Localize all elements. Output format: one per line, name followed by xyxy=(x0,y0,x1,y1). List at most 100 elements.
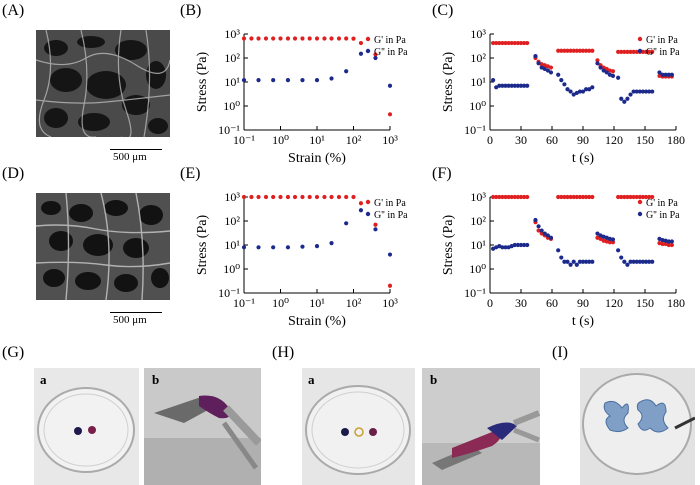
data-point-g-prime xyxy=(625,194,630,200)
data-point-g-prime xyxy=(515,194,520,200)
scale-bar-a xyxy=(110,149,162,150)
y-tick-label: 10⁰ xyxy=(469,99,486,113)
data-point-g-double-prime xyxy=(512,242,517,248)
legend-marker xyxy=(365,211,371,217)
legend-marker xyxy=(637,211,643,217)
data-point-g-prime xyxy=(307,194,312,200)
data-point-g-double-prime xyxy=(548,70,554,75)
data-point-g-double-prime xyxy=(640,259,646,264)
data-point-g-double-prime xyxy=(625,96,630,101)
data-point-g-double-prime xyxy=(542,231,547,236)
x-tick-label: 0 xyxy=(487,296,493,310)
data-point-g-prime xyxy=(373,222,378,227)
x-tick-label: 10⁰ xyxy=(272,296,289,310)
data-point-g-prime xyxy=(525,194,530,200)
chart-c: 10⁻¹ 10⁰ 10¹ 10² 10³ 0 30 60 90 120 150 180 Stress (… xyxy=(441,28,685,166)
x-tick-label: 90 xyxy=(577,133,589,147)
data-point-g-prime xyxy=(565,194,570,200)
data-point-g-double-prime xyxy=(494,85,499,90)
data-point-g-prime xyxy=(580,48,586,53)
data-point-g-double-prime xyxy=(545,233,550,238)
data-point-g-prime xyxy=(574,48,579,53)
data-point-g-prime xyxy=(491,40,496,46)
data-point-g-double-prime xyxy=(562,259,567,264)
data-point-g-double-prime xyxy=(622,259,627,264)
y-axis-label: Stress (Pa) xyxy=(441,215,456,276)
data-point-g-double-prime xyxy=(500,83,505,88)
data-point-g-prime xyxy=(373,52,378,57)
data-point-g-prime xyxy=(503,194,508,200)
data-point-g-double-prime xyxy=(503,245,508,250)
x-tick-label: 10¹ xyxy=(309,133,325,147)
data-point-g-prime xyxy=(387,112,393,117)
data-point-g-prime xyxy=(643,49,649,54)
legend-label: G' in Pa xyxy=(374,198,406,209)
data-point-g-prime xyxy=(559,48,564,53)
data-point-g-prime xyxy=(278,36,283,41)
x-tick-label: 120 xyxy=(605,133,623,147)
data-point-g-double-prime xyxy=(598,65,603,70)
data-point-g-prime xyxy=(351,36,356,41)
data-point-g-prime xyxy=(256,194,261,200)
data-point-g-prime xyxy=(595,58,600,63)
y-tick-label: 10² xyxy=(470,214,486,228)
data-point-g-double-prime xyxy=(637,259,642,264)
data-point-g-prime xyxy=(351,194,356,200)
data-point-g-prime xyxy=(669,242,674,248)
data-point-g-double-prime xyxy=(300,77,305,83)
data-point-g-double-prime xyxy=(536,224,541,229)
data-point-g-prime xyxy=(292,36,298,41)
data-point-g-prime xyxy=(565,48,570,53)
data-point-g-prime xyxy=(497,40,502,46)
data-point-g-prime xyxy=(539,231,544,236)
data-point-g-double-prime xyxy=(387,83,393,88)
data-point-g-double-prime xyxy=(256,77,261,83)
data-point-g-prime xyxy=(249,36,254,41)
data-point-g-prime xyxy=(562,48,567,53)
data-point-g-prime xyxy=(584,48,589,53)
data-point-g-double-prime xyxy=(669,239,674,244)
data-point-g-prime xyxy=(497,194,502,200)
data-point-g-prime xyxy=(336,194,342,200)
x-tick-label: 150 xyxy=(636,296,654,310)
y-tick-label: 10⁻¹ xyxy=(218,286,240,300)
data-point-g-double-prime xyxy=(562,82,567,87)
data-point-g-double-prime xyxy=(512,83,517,88)
data-point-g-double-prime xyxy=(565,259,570,264)
data-point-g-prime xyxy=(559,194,564,200)
data-point-g-prime xyxy=(518,40,524,46)
x-axis-label: t (s) xyxy=(572,314,595,329)
data-point-g-double-prime xyxy=(387,252,393,257)
data-point-g-prime xyxy=(494,194,499,200)
data-point-g-prime xyxy=(506,40,511,46)
data-point-g-prime xyxy=(631,49,636,54)
data-point-g-prime xyxy=(322,194,327,200)
x-tick-label: 180 xyxy=(667,296,685,310)
photo-g-b xyxy=(144,368,261,485)
scale-label-d: 500 μm xyxy=(113,314,147,326)
data-point-g-double-prime xyxy=(314,77,320,83)
data-point-g-double-prime xyxy=(571,259,576,264)
x-tick-label: 10² xyxy=(346,133,362,147)
data-point-g-double-prime xyxy=(584,87,589,92)
photo-h-b-label: b xyxy=(430,372,438,387)
data-point-g-prime xyxy=(568,194,573,200)
data-point-g-double-prime xyxy=(373,55,378,61)
legend-marker xyxy=(365,36,371,42)
data-point-g-double-prime xyxy=(601,68,606,73)
data-point-g-prime xyxy=(300,36,305,41)
data-point-g-double-prime xyxy=(577,89,582,94)
data-point-g-double-prime xyxy=(539,228,544,233)
data-point-g-prime xyxy=(562,194,567,200)
data-point-g-prime xyxy=(625,49,630,54)
data-point-g-double-prime xyxy=(522,242,527,248)
data-point-g-prime xyxy=(590,48,595,53)
data-point-g-double-prime xyxy=(640,89,646,94)
data-point-g-prime xyxy=(580,194,586,200)
data-point-g-prime xyxy=(500,194,505,200)
data-point-g-prime xyxy=(622,194,627,200)
data-point-g-double-prime xyxy=(559,255,564,260)
data-point-g-prime xyxy=(491,194,496,200)
data-point-g-double-prime xyxy=(533,217,538,223)
panel-label-d: (D) xyxy=(2,165,25,182)
